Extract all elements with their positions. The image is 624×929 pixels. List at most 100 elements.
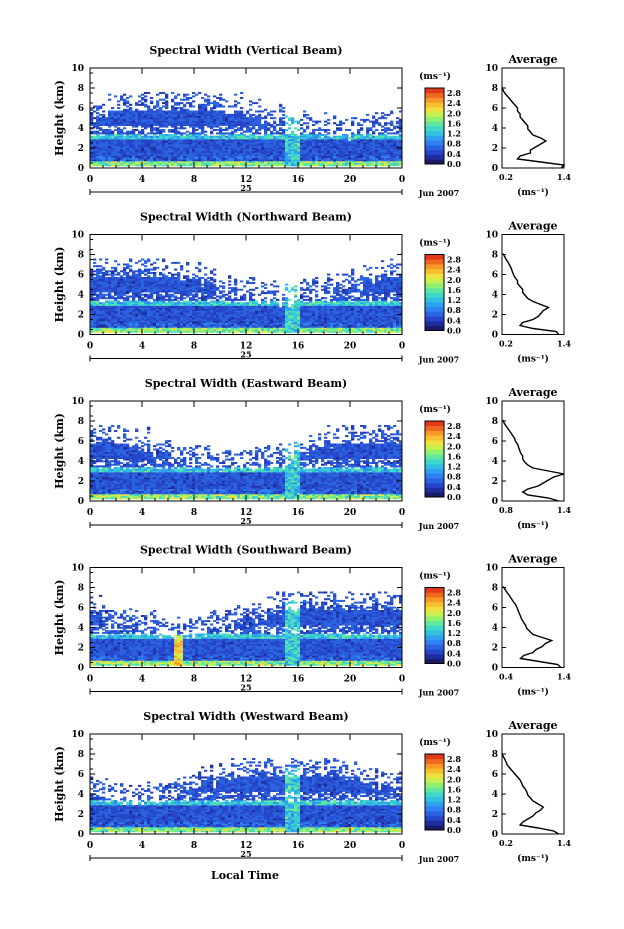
heatmap-cell — [192, 285, 196, 288]
heatmap-cell — [354, 117, 358, 120]
heatmap-cell — [123, 145, 127, 148]
heatmap-cell — [135, 292, 139, 295]
heatmap-cell — [312, 147, 316, 150]
heatmap-cell — [381, 117, 385, 120]
heatmap-cell — [123, 330, 127, 333]
heatmap-cell — [375, 154, 379, 157]
heatmap-cell — [372, 115, 376, 118]
heatmap-cell — [261, 125, 265, 128]
heatmap-cell — [201, 277, 205, 279]
heatmap-cell — [201, 330, 205, 333]
heatmap-cell — [231, 120, 235, 123]
heatmap-cell — [234, 115, 238, 118]
heatmap-cell — [252, 144, 256, 147]
heatmap-cell — [96, 324, 100, 327]
heatmap-cell — [237, 144, 241, 147]
heatmap-cell — [102, 315, 106, 318]
heatmap-cell — [168, 113, 172, 116]
heatmap-cell — [117, 115, 121, 118]
profile-y-tick-label: 8 — [492, 84, 498, 94]
heatmap-cell — [219, 305, 223, 308]
heatmap-cell — [171, 129, 175, 131]
heatmap-cell — [393, 149, 397, 152]
heatmap-cell — [126, 266, 130, 269]
heatmap-cell — [183, 139, 187, 142]
heatmap-cell — [108, 149, 112, 152]
heatmap-cell — [102, 330, 106, 333]
heatmap-cell — [225, 124, 229, 126]
heatmap-cell — [90, 144, 94, 147]
heatmap-cell — [162, 288, 166, 291]
heatmap-cell — [90, 312, 94, 315]
heatmap-cell — [210, 293, 214, 296]
heatmap-cell — [111, 300, 115, 303]
heatmap-cell — [372, 117, 376, 120]
heatmap-cell — [150, 307, 154, 310]
heatmap-cell — [90, 157, 94, 160]
heatmap-cell — [327, 137, 331, 140]
heatmap-cell — [372, 144, 376, 147]
heatmap-cell — [243, 124, 247, 126]
heatmap-cell — [366, 142, 370, 145]
heatmap-cell — [333, 122, 337, 125]
heatmap-cell — [231, 137, 235, 140]
heatmap-cell — [297, 140, 301, 143]
heatmap-cell — [192, 320, 196, 323]
heatmap-cell — [156, 282, 160, 284]
heatmap-cell — [234, 159, 238, 162]
heatmap-cell — [261, 282, 265, 284]
heatmap-cell — [147, 322, 151, 325]
heatmap-cell — [276, 161, 280, 163]
heatmap-cell — [291, 140, 295, 143]
heatmap-cell — [396, 164, 400, 167]
heatmap-cell — [114, 298, 118, 301]
heatmap-cell — [228, 135, 232, 138]
heatmap-cell — [273, 155, 277, 158]
heatmap-cell — [102, 164, 106, 167]
heatmap-cell — [390, 149, 394, 152]
heatmap-cell — [150, 150, 154, 153]
heatmap-cell — [123, 150, 127, 153]
heatmap-cell — [132, 325, 136, 328]
heatmap-cell — [240, 112, 244, 115]
heatmap-cell — [174, 312, 178, 315]
heatmap-cell — [210, 327, 214, 330]
heatmap-cell — [96, 297, 100, 300]
heatmap-cell — [150, 278, 154, 281]
heatmap-cell — [123, 305, 127, 308]
heatmap-cell — [102, 154, 106, 157]
heatmap-cell — [90, 305, 94, 308]
heatmap-cell — [201, 307, 205, 310]
heatmap-cell — [177, 124, 181, 126]
heatmap-cell — [120, 314, 124, 316]
heatmap-cell — [192, 132, 196, 135]
heatmap-cell — [102, 103, 106, 106]
heatmap-cell — [195, 329, 199, 332]
heatmap-cell — [240, 310, 244, 313]
heatmap-cell — [216, 155, 220, 158]
heatmap-cell — [270, 329, 274, 332]
heatmap-cell — [210, 150, 214, 153]
heatmap-cell — [375, 129, 379, 131]
heatmap-cell — [105, 270, 109, 273]
heatmap-cell — [198, 325, 202, 328]
heatmap-cell — [225, 120, 229, 123]
heatmap-cell — [192, 310, 196, 313]
heatmap-cell — [201, 113, 205, 116]
heatmap-cell — [393, 147, 397, 150]
heatmap-cell — [96, 112, 100, 115]
heatmap-cell — [195, 285, 199, 288]
heatmap-cell — [93, 130, 97, 133]
heatmap-cell — [219, 159, 223, 162]
heatmap-cell — [285, 145, 289, 148]
heatmap-cell — [177, 147, 181, 150]
heatmap-cell — [249, 312, 253, 315]
heatmap-cell — [177, 110, 181, 113]
heatmap-cell — [288, 139, 292, 142]
heatmap-cell — [204, 118, 208, 121]
heatmap-cell — [186, 164, 190, 167]
heatmap-cell — [129, 164, 133, 167]
heatmap-cell — [165, 283, 169, 286]
heatmap-cell — [228, 327, 232, 330]
heatmap-cell — [336, 145, 340, 148]
